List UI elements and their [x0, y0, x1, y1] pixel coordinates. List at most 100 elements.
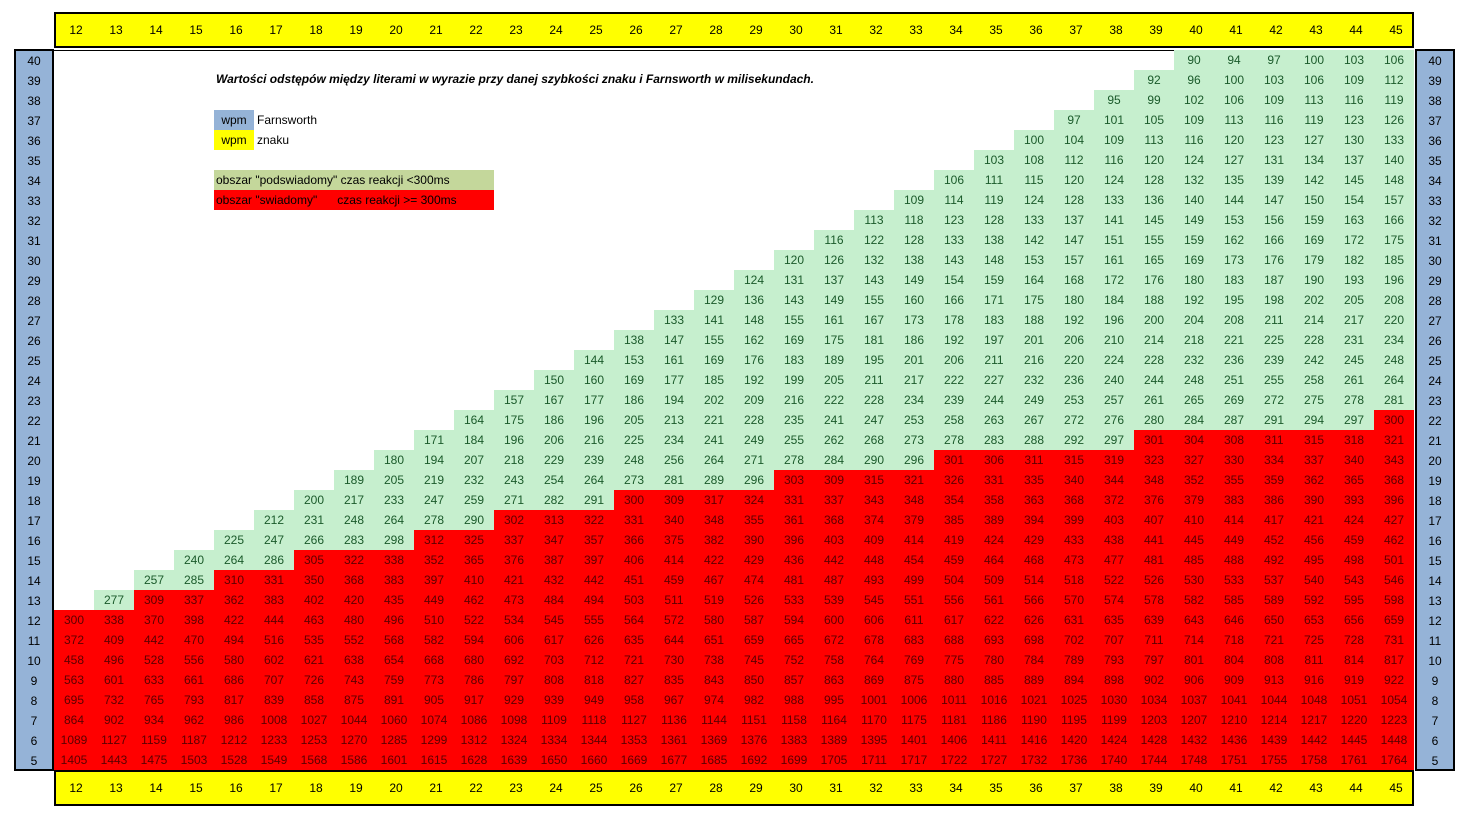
table-cell: 120	[774, 250, 814, 270]
table-cell: 290	[454, 510, 494, 530]
table-cell: 1011	[934, 690, 974, 710]
table-cell: 403	[814, 530, 854, 550]
table-cell: 106	[934, 170, 974, 190]
table-cell: 225	[1254, 330, 1294, 350]
table-cell: 379	[1174, 490, 1214, 510]
table-cell: 256	[654, 450, 694, 470]
table-cell: 493	[854, 570, 894, 590]
table-cell: 563	[54, 670, 94, 690]
table-cell: 370	[134, 610, 174, 630]
table-cell: 509	[974, 570, 1014, 590]
table-cell: 350	[294, 570, 334, 590]
table-cell: 368	[334, 570, 374, 590]
table-cell: 387	[534, 550, 574, 570]
table-cell: 143	[854, 270, 894, 290]
table-cell: 127	[1294, 130, 1334, 150]
table-cell: 177	[654, 370, 694, 390]
table-cell: 337	[1294, 450, 1334, 470]
table-cell: 555	[574, 610, 614, 630]
table-cell: 421	[1294, 510, 1334, 530]
table-cell: 192	[1054, 310, 1094, 330]
table-cell: 1383	[774, 730, 814, 750]
table-cell: 1448	[1374, 730, 1414, 750]
table-cell: 745	[734, 650, 774, 670]
table-cell: 804	[1214, 650, 1254, 670]
table-cell: 233	[374, 490, 414, 510]
table-cell: 422	[214, 610, 254, 630]
table-cell: 204	[1174, 310, 1214, 330]
table-cell: 180	[1054, 290, 1094, 310]
table-cell: 974	[694, 690, 734, 710]
bottom-col-label-44: 44	[1349, 781, 1363, 795]
top-col-label-19: 19	[349, 23, 363, 37]
table-cell: 421	[494, 570, 534, 590]
table-cell: 789	[1054, 650, 1094, 670]
table-cell: 225	[614, 430, 654, 450]
table-cell: 249	[1014, 390, 1054, 410]
table-cell: 580	[694, 610, 734, 630]
top-col-label-41: 41	[1229, 23, 1243, 37]
table-cell: 646	[1214, 610, 1254, 630]
table-cell: 617	[534, 630, 574, 650]
table-cell: 347	[534, 530, 574, 550]
table-cell: 248	[614, 450, 654, 470]
table-cell: 1054	[1374, 690, 1414, 710]
table-cell: 885	[974, 670, 1014, 690]
bottom-col-label-43: 43	[1309, 781, 1323, 795]
right-row-label-30: 30	[1428, 254, 1442, 268]
table-cell: 217	[334, 490, 374, 510]
left-row-label-6: 6	[30, 734, 38, 748]
table-cell: 119	[1294, 110, 1334, 130]
table-cell: 290	[854, 450, 894, 470]
table-cell: 1376	[734, 730, 774, 750]
table-cell: 1037	[1174, 690, 1214, 710]
table-cell: 419	[934, 530, 974, 550]
table-cell: 449	[1214, 530, 1254, 550]
table-cell: 179	[1294, 250, 1334, 270]
table-cell: 635	[1094, 610, 1134, 630]
table-cell: 902	[94, 710, 134, 730]
table-cell: 442	[134, 630, 174, 650]
table-cell: 248	[1374, 350, 1414, 370]
table-cell: 278	[934, 430, 974, 450]
table-cell: 228	[1294, 330, 1334, 350]
table-cell: 309	[654, 490, 694, 510]
table-cell: 672	[814, 630, 854, 650]
left-row-label-29: 29	[27, 274, 41, 288]
table-cell: 1389	[814, 730, 854, 750]
table-cell: 714	[1174, 630, 1214, 650]
table-cell: 728	[1334, 630, 1374, 650]
table-cell: 300	[614, 490, 654, 510]
table-cell: 533	[774, 590, 814, 610]
table-cell: 934	[134, 710, 174, 730]
table-cell: 875	[894, 670, 934, 690]
table-cell: 111	[974, 170, 1014, 190]
table-cell: 112	[1374, 70, 1414, 90]
left-row-label-10: 10	[27, 654, 41, 668]
table-cell: 561	[974, 590, 1014, 610]
table-cell: 393	[1334, 490, 1374, 510]
table-cell: 116	[814, 230, 854, 250]
table-cell: 180	[374, 450, 414, 470]
table-cell: 331	[974, 470, 1014, 490]
table-cell: 216	[774, 390, 814, 410]
table-cell: 282	[534, 490, 574, 510]
table-cell: 144	[574, 350, 614, 370]
table-cell: 448	[854, 550, 894, 570]
table-cell: 126	[1374, 110, 1414, 130]
table-cell: 184	[454, 430, 494, 450]
table-cell: 611	[894, 610, 934, 630]
table-cell: 793	[174, 690, 214, 710]
table-cell: 285	[174, 570, 214, 590]
bottom-col-label-45: 45	[1389, 781, 1403, 795]
table-cell: 206	[934, 350, 974, 370]
table-cell: 496	[94, 650, 134, 670]
top-col-label-30: 30	[789, 23, 803, 37]
top-col-label-29: 29	[749, 23, 763, 37]
zone-conscious: obszar "swiadomy" czas reakcji >= 300ms	[214, 190, 494, 210]
table-cell: 1732	[1014, 750, 1054, 770]
table-cell: 193	[1334, 270, 1374, 290]
table-cell: 177	[574, 390, 614, 410]
table-cell: 1751	[1214, 750, 1254, 770]
table-cell: 163	[1334, 210, 1374, 230]
